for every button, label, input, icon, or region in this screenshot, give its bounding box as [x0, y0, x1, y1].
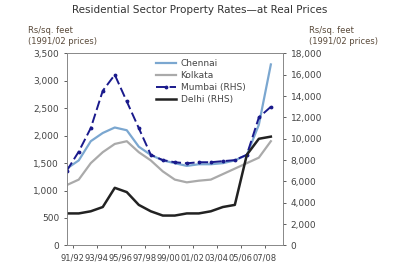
Legend: Chennai, Kolkata, Mumbai (RHS), Delhi (RHS): Chennai, Kolkata, Mumbai (RHS), Delhi (R… [152, 55, 249, 108]
Text: Rs/sq. feet
(1991/02 prices): Rs/sq. feet (1991/02 prices) [28, 26, 97, 46]
Text: Residential Sector Property Rates—at Real Prices: Residential Sector Property Rates—at Rea… [72, 5, 328, 15]
Text: Rs/sq. feet
(1991/02 prices): Rs/sq. feet (1991/02 prices) [309, 26, 378, 46]
